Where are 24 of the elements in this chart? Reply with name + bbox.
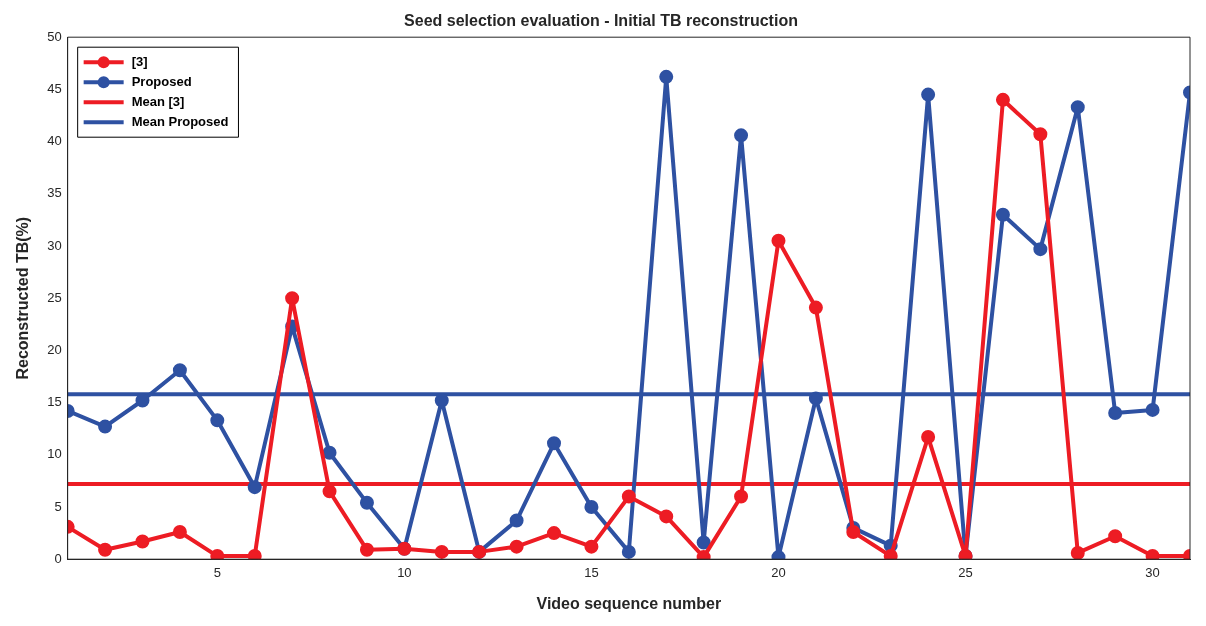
- x-tick-label: 25: [958, 564, 973, 580]
- y-tick-label: 35: [47, 185, 62, 201]
- legend-label: Mean [3]: [131, 93, 185, 109]
- y-tick-label: 25: [47, 289, 62, 305]
- y-tick-label: 10: [47, 446, 62, 462]
- y-tick-label: 20: [47, 341, 62, 357]
- y-axis-title: Reconstructed TB(%): [14, 216, 32, 380]
- y-tick-label: 40: [47, 133, 62, 149]
- y-tick-label: 50: [47, 28, 62, 44]
- x-tick-label: 10: [397, 564, 412, 580]
- x-tick-label: 30: [1145, 564, 1160, 580]
- y-tick-label: 15: [47, 394, 62, 410]
- y-tick-label: 0: [54, 550, 62, 566]
- y-tick-label: 30: [47, 237, 62, 253]
- x-tick-label: 20: [771, 564, 786, 580]
- x-tick-label: 15: [584, 564, 599, 580]
- legend-label: [3]: [131, 53, 148, 69]
- chart-title: Seed selection evaluation - Initial TB reconstruction: [404, 12, 798, 30]
- y-tick-label: 45: [47, 80, 62, 96]
- x-tick-label: 5: [213, 564, 221, 580]
- y-tick-label: 5: [54, 498, 62, 514]
- legend-label: Proposed: [131, 73, 192, 89]
- x-axis-title: Video sequence number: [536, 594, 722, 612]
- legend-label: Mean Proposed: [131, 113, 229, 129]
